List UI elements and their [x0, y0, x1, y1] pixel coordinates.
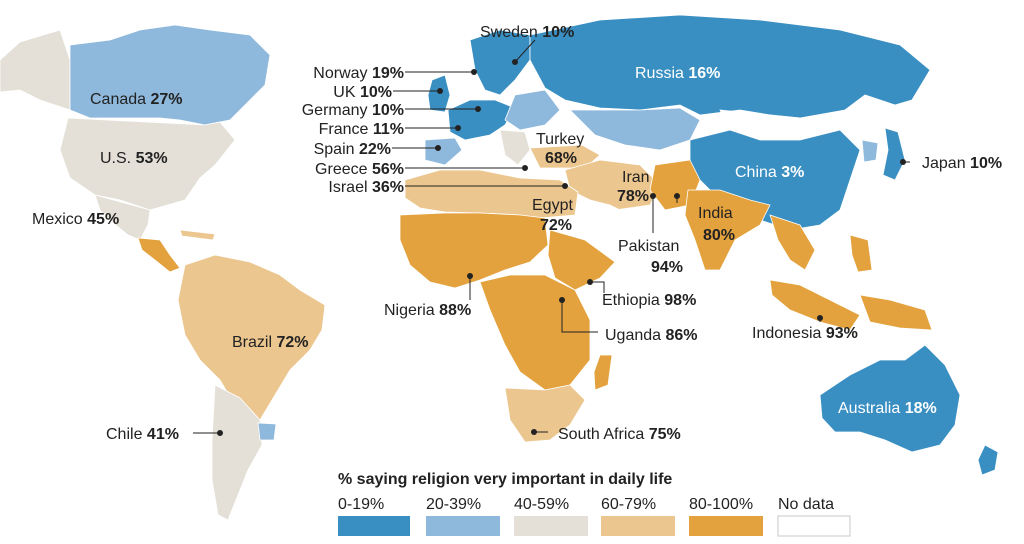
- legend-swatch-3: [601, 516, 675, 536]
- region-uruguay: [257, 422, 277, 441]
- region-arabia: [569, 194, 641, 259]
- label-mexico: Mexico 45%: [32, 211, 119, 228]
- label-egypt-value: 72%: [540, 217, 572, 234]
- region-new-zealand: [977, 444, 999, 476]
- region-southeast-asia: [769, 214, 816, 271]
- region-usa: [59, 117, 236, 211]
- label-japan: Japan 10%: [922, 155, 1002, 172]
- leader-lines: [193, 39, 910, 436]
- region-caribbean: [179, 229, 216, 241]
- label-russia: Russia 16%: [635, 65, 720, 82]
- legend-swatch-4: [689, 516, 763, 536]
- region-turkey: [529, 144, 601, 169]
- legend-label-1: 20-39%: [426, 496, 481, 513]
- legend: % saying religion very important in dail…: [338, 471, 851, 537]
- region-central-asia: [569, 107, 701, 151]
- region-north-africa: [404, 169, 579, 219]
- region-indonesia-east: [859, 294, 933, 331]
- legend-swatch-1: [426, 516, 500, 536]
- region-south-america-north: [177, 254, 326, 421]
- label-spain: Spain 22%: [314, 141, 391, 158]
- region-australia: [819, 344, 961, 453]
- legend-swatch-2: [514, 516, 588, 536]
- label-pakistan-value: 94%: [651, 259, 683, 276]
- label-germany: Germany 10%: [302, 102, 404, 119]
- label-turkey-name: Turkey: [536, 131, 584, 148]
- legend-label-2: 40-59%: [514, 496, 569, 513]
- region-greenland: [299, 4, 386, 71]
- label-south-africa: South Africa 75%: [558, 426, 681, 443]
- region-japan: [882, 127, 906, 181]
- label-iran-name: Iran: [622, 169, 650, 186]
- region-iberia: [424, 137, 463, 166]
- legend-label-4: 80-100%: [689, 496, 753, 513]
- label-australia: Australia 18%: [838, 400, 937, 417]
- region-central-america: [137, 237, 181, 273]
- legend-swatch-5: [777, 515, 851, 537]
- region-iceland: [409, 31, 437, 47]
- legend-label-3: 60-79%: [601, 496, 656, 513]
- label-israel: Israel 36%: [328, 179, 404, 196]
- region-sahel: [399, 212, 549, 289]
- label-pakistan-name: Pakistan: [618, 238, 679, 255]
- region-southern-africa: [504, 384, 586, 443]
- region-canada: [69, 24, 271, 126]
- region-indonesia-west: [769, 279, 861, 331]
- region-madagascar: [593, 354, 613, 391]
- region-philippines: [849, 234, 873, 273]
- label-indonesia: Indonesia 93%: [752, 325, 858, 342]
- label-ethiopia: Ethiopia 98%: [602, 292, 696, 309]
- country-labels: Sweden 10% Norway 19% UK 10% Germany 10%…: [32, 24, 1002, 443]
- label-iran-value: 78%: [617, 188, 649, 205]
- region-balkans: [499, 129, 531, 166]
- map-regions: [0, 4, 999, 521]
- region-mexico: [94, 194, 151, 241]
- region-india: [684, 189, 771, 271]
- label-egypt-name: Egypt: [532, 197, 573, 214]
- label-india-name: India: [698, 205, 733, 222]
- region-russia: [529, 14, 931, 119]
- legend-title: % saying religion very important in dail…: [338, 471, 672, 488]
- region-alaska: [0, 29, 71, 111]
- label-uk: UK 10%: [333, 84, 392, 101]
- label-canada: Canada 27%: [90, 91, 183, 108]
- label-france: France 11%: [319, 121, 404, 138]
- region-korea: [861, 139, 879, 163]
- label-india-value: 80%: [703, 227, 735, 244]
- legend-label-0: 0-19%: [338, 496, 384, 513]
- label-brazil: Brazil 72%: [232, 334, 309, 351]
- region-southern-cone: [211, 384, 263, 521]
- legend-label-5: No data: [778, 496, 834, 513]
- label-greece: Greece 56%: [315, 161, 404, 178]
- region-western-europe: [447, 99, 516, 141]
- label-uganda: Uganda 86%: [605, 327, 698, 344]
- label-turkey-value: 68%: [545, 150, 577, 167]
- label-sweden: Sweden 10%: [480, 24, 574, 41]
- label-chile: Chile 41%: [106, 426, 179, 443]
- label-nigeria: Nigeria 88%: [384, 302, 471, 319]
- label-norway: Norway 19%: [313, 65, 404, 82]
- region-horn: [547, 229, 616, 291]
- label-china: China 3%: [735, 164, 804, 181]
- label-us: U.S. 53%: [100, 150, 168, 167]
- region-scandinavia: [469, 29, 531, 96]
- region-eastern-europe: [504, 89, 561, 131]
- legend-swatch-0: [338, 516, 410, 536]
